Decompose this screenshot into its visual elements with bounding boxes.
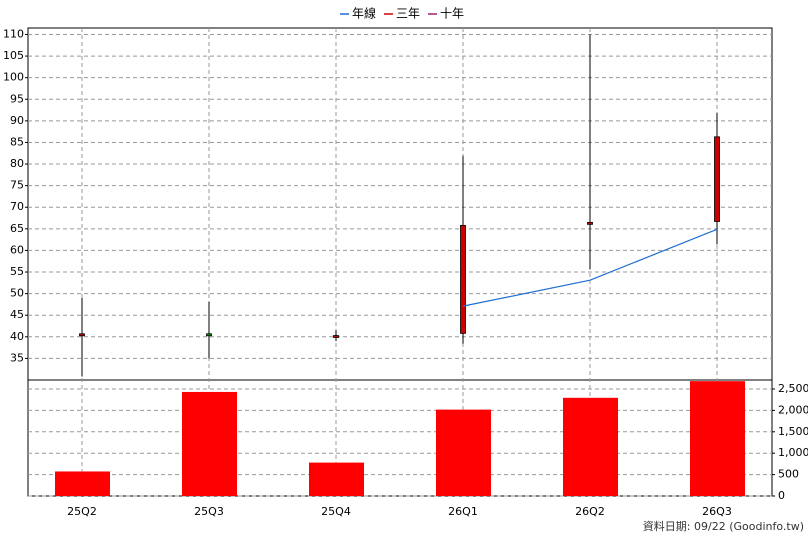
volume-bar <box>436 409 491 496</box>
candle-body <box>460 224 466 334</box>
y2-tick-label: 2,500 <box>778 382 808 395</box>
y-tick-label: 75 <box>10 179 24 192</box>
y-tick-label: 110 <box>3 27 24 40</box>
y-tick-label: 65 <box>10 222 24 235</box>
y-tick-label: 100 <box>3 71 24 84</box>
y-tick-label: 105 <box>3 49 24 62</box>
legend-label: 年線 <box>352 6 376 21</box>
volume-bar <box>55 471 110 496</box>
x-tick-label: 25Q3 <box>194 505 224 518</box>
y-tick-label: 40 <box>10 330 24 343</box>
y-tick-label: 50 <box>10 287 24 300</box>
line-series <box>462 228 718 307</box>
x-tick-label: 26Q3 <box>702 505 732 518</box>
volume-bar <box>309 462 364 496</box>
x-tick-label: 25Q4 <box>321 505 351 518</box>
candle-body <box>206 333 212 337</box>
volume-bar <box>563 397 618 496</box>
candle-body <box>333 335 339 338</box>
y2-tick-label: 1,000 <box>778 446 808 459</box>
y-tick-label: 55 <box>10 265 24 278</box>
volume-bar <box>690 381 745 496</box>
candle-body <box>714 136 720 222</box>
legend-label: 三年 <box>396 7 420 21</box>
y2-tick-label: 0 <box>778 489 785 502</box>
candle-body <box>79 333 85 337</box>
x-tick-label: 25Q2 <box>67 505 97 518</box>
y-tick-label: 80 <box>10 157 24 170</box>
y2-tick-label: 2,000 <box>778 403 808 416</box>
y-tick-label: 95 <box>10 92 24 105</box>
x-tick-label: 26Q2 <box>575 505 605 518</box>
y2-tick-label: 1,500 <box>778 425 808 438</box>
y-tick-label: 85 <box>10 135 24 148</box>
y-tick-label: 45 <box>10 308 24 321</box>
y-tick-label: 90 <box>10 114 24 127</box>
y-tick-label: 35 <box>10 351 24 364</box>
legend-label: 十年 <box>440 7 464 21</box>
volume-bar <box>182 391 237 496</box>
footer: 資料日期: 09/22 (Goodinfo.tw) <box>643 519 804 533</box>
y-tick-label: 70 <box>10 200 24 213</box>
plot-frame <box>27 27 773 497</box>
x-tick-label: 26Q1 <box>448 505 478 518</box>
y2-tick-label: 500 <box>778 468 799 481</box>
candle-body <box>587 221 593 225</box>
y-tick-label: 60 <box>10 243 24 256</box>
